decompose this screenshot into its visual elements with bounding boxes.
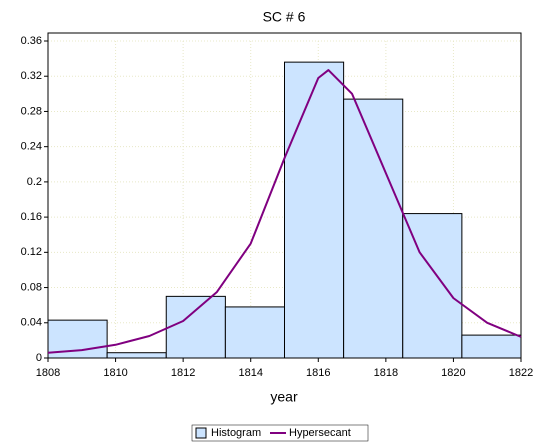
histogram-bar (284, 61, 345, 359)
y-tick-label: 0.08 (21, 281, 42, 293)
legend-swatch (195, 427, 207, 439)
y-tick-label: 0.04 (21, 317, 42, 329)
x-tick-label: 1812 (171, 367, 195, 379)
legend-label: Hypersecant (289, 427, 351, 439)
x-tick-label: 1814 (238, 367, 262, 379)
y-tick-label: 0.36 (21, 35, 42, 47)
histogram-bar (343, 98, 404, 359)
fit-line (47, 69, 522, 354)
histogram-bar (165, 295, 226, 359)
x-tick-label: 1820 (441, 367, 465, 379)
x-axis-label: year (270, 389, 298, 405)
histogram-bar (224, 306, 285, 359)
x-tick-label: 1816 (306, 367, 330, 379)
histogram-bar (461, 334, 522, 359)
y-tick-label: 0.16 (21, 211, 42, 223)
x-tick-label: 1808 (36, 367, 60, 379)
y-tick-label: 0.32 (21, 70, 42, 82)
y-tick-label: 0.24 (21, 141, 42, 153)
y-tick-label: 0.2 (27, 176, 42, 188)
y-tick-label: 0.12 (21, 246, 42, 258)
y-tick-label: 0.28 (21, 105, 42, 117)
x-tick-label: 1818 (374, 367, 398, 379)
y-tick-label: 0 (36, 352, 42, 364)
x-tick-label: 1810 (103, 367, 127, 379)
histogram-bar (106, 352, 167, 359)
chart-title: SC # 6 (263, 9, 306, 25)
legend-label: Histogram (211, 427, 261, 439)
x-tick-label: 1822 (509, 367, 533, 379)
